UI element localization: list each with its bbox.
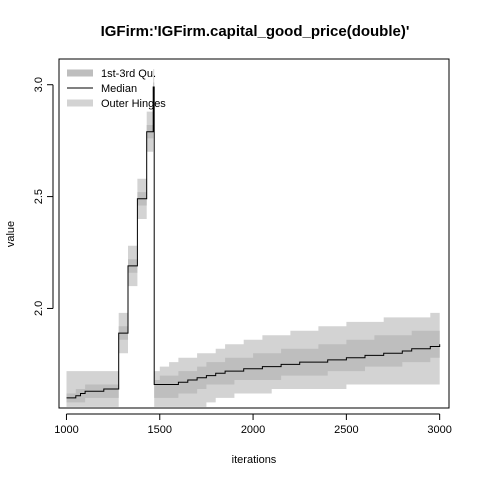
legend: 1st-3rd Qu. Median Outer Hinges [67, 68, 166, 110]
series-band-outer-hinges [66, 69, 440, 407]
plot-areas [66, 69, 440, 407]
legend-label: 1st-3rd Qu. [101, 68, 156, 80]
x-tick-label: 3000 [427, 424, 451, 436]
chart-title: IGFirm:'IGFirm.capital_good_price(double… [101, 23, 410, 40]
series-line-median [66, 86, 441, 399]
y-tick-label: 3.0 [33, 77, 45, 92]
y-tick-label: 2.5 [33, 189, 45, 204]
x-tick-label: 1000 [54, 424, 78, 436]
legend-label: Median [101, 83, 137, 95]
x-tick-label: 2500 [334, 424, 358, 436]
y-tick-label: 2.0 [33, 301, 45, 316]
x-tick-label: 2000 [241, 424, 265, 436]
x-tick-label: 1500 [148, 424, 172, 436]
y-axis: 2.0 2.5 3.0 [33, 77, 54, 316]
plot-frame [58, 58, 450, 409]
x-axis-label: iterations [232, 454, 277, 466]
plot-lines [66, 86, 441, 399]
x-axis: 1000 1500 2000 2500 3000 [54, 413, 452, 436]
legend-label: Outer Hinges [101, 98, 166, 110]
y-axis-label: value [5, 221, 17, 247]
